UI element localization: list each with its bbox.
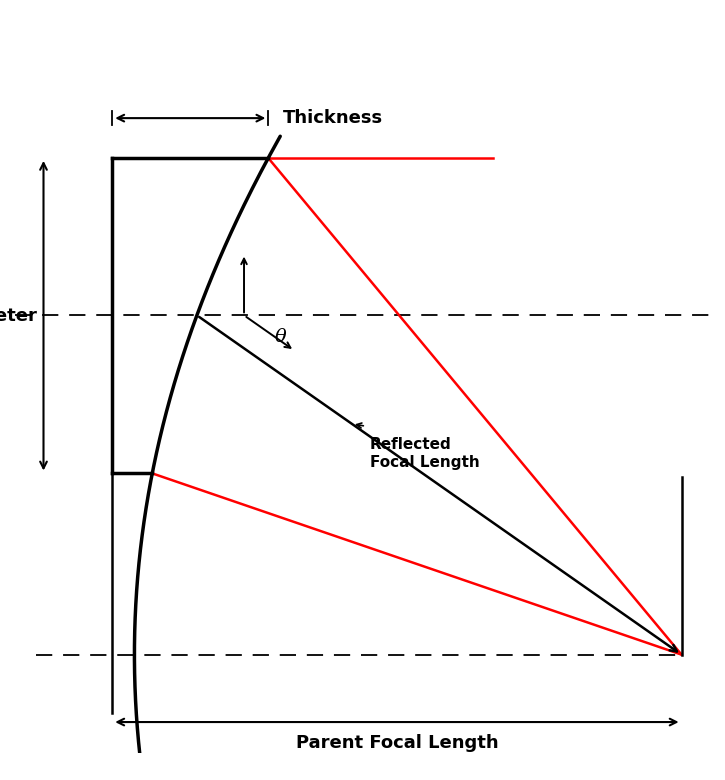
Text: Thickness: Thickness bbox=[283, 109, 383, 127]
Text: Diameter: Diameter bbox=[0, 307, 38, 324]
Text: θ: θ bbox=[275, 328, 286, 346]
Text: Parent Focal Length: Parent Focal Length bbox=[296, 734, 498, 752]
Text: Reflected
Focal Length: Reflected Focal Length bbox=[370, 437, 479, 470]
